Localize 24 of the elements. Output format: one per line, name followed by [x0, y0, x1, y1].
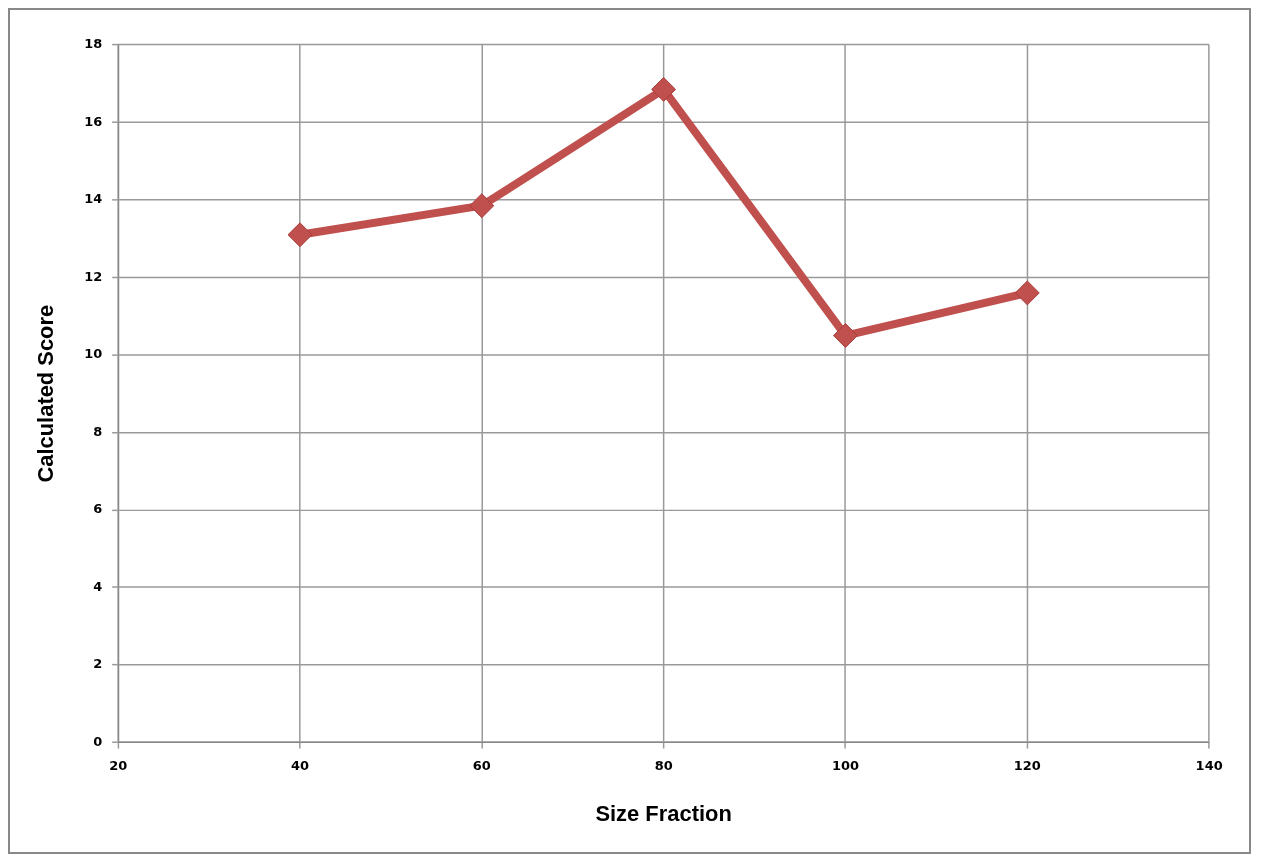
x-tick-label: 40 — [290, 757, 309, 773]
y-tick-label: 12 — [84, 268, 103, 284]
y-tick-label: 2 — [93, 656, 103, 672]
x-tick-label: 80 — [654, 757, 673, 773]
x-tick-label: 140 — [1195, 757, 1223, 773]
y-tick-label: 16 — [84, 113, 103, 129]
point — [1014, 280, 1040, 306]
point — [287, 222, 313, 248]
y-tick-label: 14 — [84, 191, 103, 207]
y-tick-label: 10 — [84, 346, 103, 362]
y-tick-label: 18 — [84, 36, 103, 52]
x-tick-label: 20 — [109, 757, 128, 773]
x-axis-title: Size Fraction — [595, 801, 732, 827]
point — [651, 76, 677, 102]
x-tick-label: 60 — [472, 757, 491, 773]
y-tick-label: 8 — [93, 423, 103, 439]
y-tick-label: 0 — [93, 733, 103, 749]
point — [469, 193, 495, 219]
x-tick-label: 100 — [831, 757, 859, 773]
x-tick-label: 120 — [1013, 757, 1041, 773]
y-axis-title: Calculated Score — [33, 304, 59, 483]
y-tick-label: 4 — [93, 578, 103, 594]
point — [833, 323, 858, 348]
y-tick-label: 6 — [93, 501, 103, 517]
